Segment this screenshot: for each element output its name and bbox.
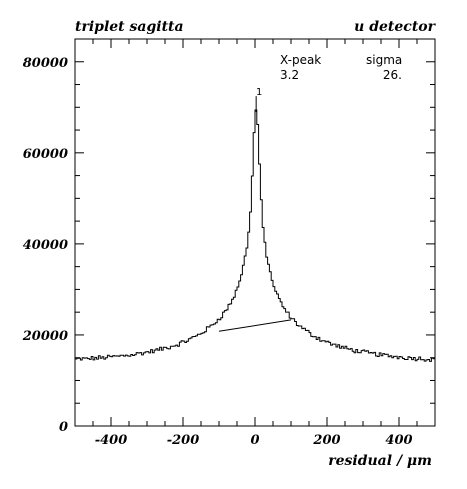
x-tick-label: -200 bbox=[167, 433, 200, 448]
sigma-value: 26. bbox=[383, 68, 402, 82]
y-tick-label: 20000 bbox=[22, 329, 68, 344]
y-tick-label: 0 bbox=[59, 420, 68, 435]
sigma-label: sigma bbox=[366, 53, 402, 67]
x-tick-label: 400 bbox=[385, 433, 412, 448]
xpeak-label: X-peak bbox=[280, 53, 321, 67]
y-axis-ticks bbox=[75, 38, 435, 427]
x-tick-label: 200 bbox=[312, 433, 340, 448]
xpeak-value: 3.2 bbox=[280, 68, 299, 82]
y-tick-label: 80000 bbox=[23, 56, 68, 71]
y-tick-label: 60000 bbox=[23, 147, 68, 162]
chart-title-right: u detector bbox=[354, 19, 436, 35]
x-tick-label: -400 bbox=[95, 433, 128, 448]
histogram-series bbox=[75, 109, 435, 362]
x-axis-title: residual / μm bbox=[328, 453, 432, 469]
chart-title-left: triplet sagitta bbox=[75, 19, 184, 35]
y-tick-label: 40000 bbox=[23, 238, 68, 253]
peak-marker-label: 1 bbox=[256, 87, 262, 98]
x-axis-ticks bbox=[74, 39, 436, 426]
background-fit-line bbox=[218, 319, 292, 332]
y-axis-tick-labels: 0 20000 40000 60000 80000 bbox=[22, 56, 68, 435]
x-axis-tick-labels: -400 -200 0 200 400 bbox=[95, 433, 413, 448]
x-tick-label: 0 bbox=[250, 433, 259, 448]
